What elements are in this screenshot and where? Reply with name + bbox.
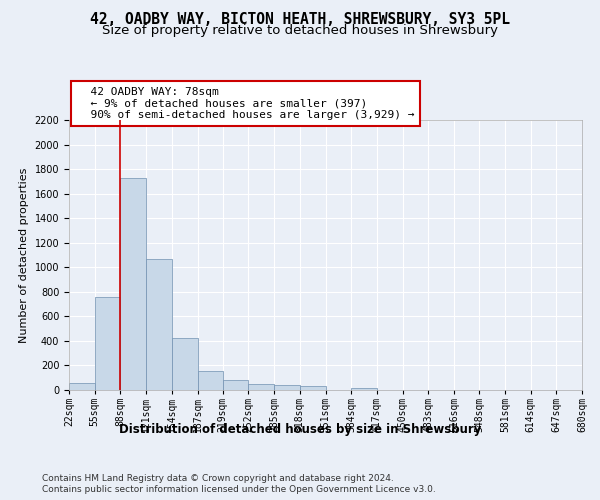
Bar <box>300 386 326 390</box>
Text: Size of property relative to detached houses in Shrewsbury: Size of property relative to detached ho… <box>102 24 498 37</box>
Text: Contains public sector information licensed under the Open Government Licence v3: Contains public sector information licen… <box>42 485 436 494</box>
Bar <box>121 178 146 390</box>
Y-axis label: Number of detached properties: Number of detached properties <box>19 168 29 342</box>
Bar <box>95 296 121 390</box>
Text: Distribution of detached houses by size in Shrewsbury: Distribution of detached houses by size … <box>119 422 481 436</box>
Bar <box>223 380 248 390</box>
Bar <box>146 258 172 390</box>
Bar <box>274 385 300 390</box>
Bar <box>172 338 197 390</box>
Bar <box>248 384 274 390</box>
Text: Contains HM Land Registry data © Crown copyright and database right 2024.: Contains HM Land Registry data © Crown c… <box>42 474 394 483</box>
Bar <box>197 371 223 390</box>
Bar <box>351 388 377 390</box>
Text: 42, OADBY WAY, BICTON HEATH, SHREWSBURY, SY3 5PL: 42, OADBY WAY, BICTON HEATH, SHREWSBURY,… <box>90 12 510 28</box>
Bar <box>69 383 95 390</box>
Text: 42 OADBY WAY: 78sqm
  ← 9% of detached houses are smaller (397)
  90% of semi-de: 42 OADBY WAY: 78sqm ← 9% of detached hou… <box>77 87 414 120</box>
